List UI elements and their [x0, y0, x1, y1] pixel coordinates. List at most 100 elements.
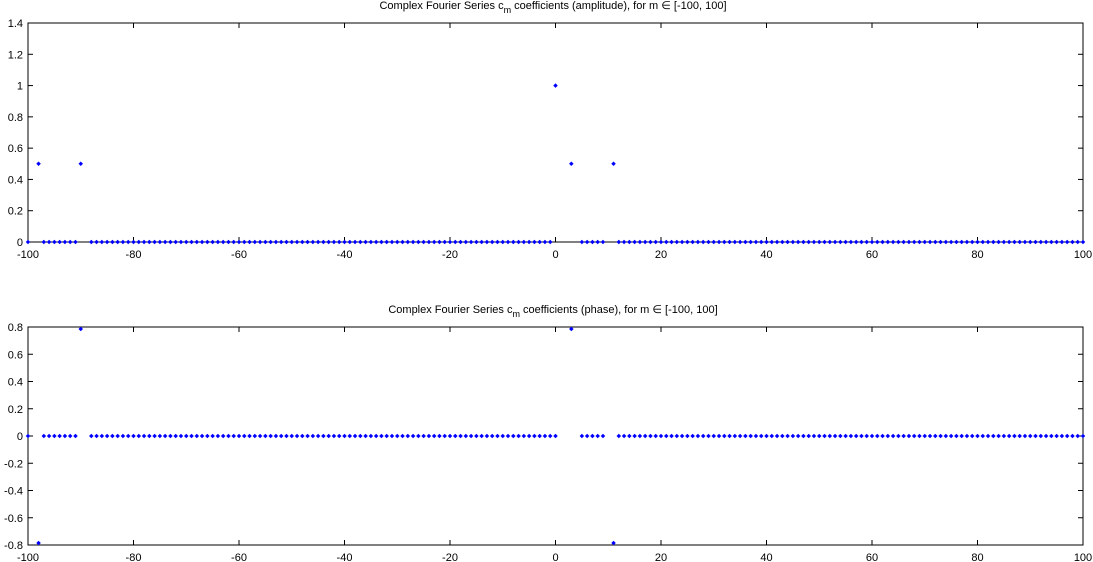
amplitude-point-zero [1070, 239, 1075, 245]
amplitude-y-tick-label: 0 [17, 237, 23, 249]
phase-point-zero [864, 433, 869, 439]
amplitude-y-tick-label: 1.2 [8, 49, 23, 61]
amplitude-point-zero [300, 239, 305, 245]
phase-point-zero [848, 433, 854, 439]
phase-point-zero [141, 433, 147, 439]
phase-point-zero [748, 433, 753, 439]
phase-point-zero [479, 433, 484, 439]
amplitude-plot-title: Complex Fourier Series cm coefficients (… [379, 0, 726, 15]
phase-point-zero [447, 433, 453, 439]
phase-point-zero [969, 433, 975, 439]
phase-point-zero [410, 433, 416, 439]
phase-point-zero [985, 433, 991, 439]
phase-point-zero [268, 433, 273, 439]
phase-point-zero [273, 433, 279, 439]
phase-point-zero [257, 433, 263, 439]
amplitude-y-tick-label: 0.4 [8, 174, 23, 186]
amplitude-x-tick-label: -40 [337, 249, 353, 261]
phase-point-zero [716, 433, 722, 439]
phase-point-zero [463, 433, 469, 439]
phase-point-zero [674, 433, 680, 439]
phase-point-zero [178, 433, 184, 439]
phase-point-zero [468, 433, 474, 439]
amplitude-point-zero [352, 239, 358, 245]
amplitude-point-zero [110, 239, 115, 245]
amplitude-x-tick-label: -20 [442, 249, 458, 261]
phase-point-zero [168, 433, 173, 439]
phase-point-zero [901, 433, 906, 439]
amplitude-point-zero [41, 239, 47, 245]
phase-point-zero [669, 433, 674, 439]
phase-point-zero [284, 433, 289, 439]
phase-point-zero [157, 433, 163, 439]
phase-point-zero [547, 433, 553, 439]
phase-x-tick-label: -100 [17, 552, 39, 562]
amplitude-x-tick-label: 20 [655, 249, 667, 261]
phase-point-zero [785, 433, 790, 439]
amplitude-point-zero [458, 239, 463, 245]
amplitude-point-zero [73, 239, 78, 245]
phase-point-zero [975, 433, 980, 439]
phase-point-zero [426, 433, 432, 439]
amplitude-point-zero [1054, 239, 1059, 245]
phase-point-zero [389, 433, 395, 439]
phase-point-zero [890, 433, 896, 439]
phase-point-zero [331, 433, 337, 439]
phase-point-zero [278, 433, 284, 439]
phase-point-zero [442, 433, 447, 439]
phase-y-tick-label: 0.4 [8, 377, 23, 389]
phase-point-zero [532, 433, 537, 439]
phase-point-zero [780, 433, 785, 439]
amplitude-y-ticks: 0 0.2 0.4 0.6 0.8 1 1.2 1.4 [8, 18, 1083, 249]
phase-plot-title: Complex Fourier Series cm coefficients (… [388, 304, 717, 319]
phase-point-zero [843, 433, 848, 439]
amplitude-point-zero [379, 239, 384, 245]
phase-x-tick-label: -40 [337, 552, 353, 562]
phase-point-zero [352, 433, 358, 439]
phase-point-zero [700, 433, 706, 439]
phase-point-zero [1017, 433, 1022, 439]
phase-point-zero [210, 433, 215, 439]
phase-point-zero [336, 433, 342, 439]
amplitude-point-zero [99, 239, 105, 245]
amplitude-x-tick-label: 100 [1074, 249, 1092, 261]
phase-point-zero [294, 433, 300, 439]
amplitude-x-tick-label: 40 [760, 249, 772, 261]
phase-point-zero [553, 433, 558, 439]
phase-point-zero [511, 433, 516, 439]
phase-point-zero [1033, 433, 1038, 439]
phase-point-zero [1043, 433, 1049, 439]
phase-point-zero [537, 433, 542, 439]
amplitude-y-tick-label: 1.4 [8, 18, 23, 30]
amplitude-point-zero [1027, 239, 1033, 245]
phase-point-zero [642, 433, 648, 439]
phase-point-zero [600, 433, 606, 439]
phase-y-tick-label: 0.2 [8, 404, 23, 416]
phase-point-zero [621, 433, 627, 439]
phase-point-zero [484, 433, 490, 439]
phase-point-zero [711, 433, 717, 439]
phase-point-zero [453, 433, 458, 439]
phase-point-zero [853, 433, 859, 439]
phase-point-zero [811, 433, 817, 439]
phase-point-zero [474, 433, 479, 439]
phase-point-zero [933, 433, 938, 439]
phase-x-tick-label: 40 [760, 552, 772, 562]
phase-point-zero [922, 433, 928, 439]
phase-x-tick-label: 100 [1074, 552, 1092, 562]
phase-point-zero [505, 433, 511, 439]
phase-point-zero [379, 433, 384, 439]
amplitude-point-zero [67, 239, 73, 245]
phase-point-zero [753, 433, 759, 439]
phase-point-zero [368, 433, 374, 439]
phase-point-zero [801, 433, 806, 439]
amplitude-point-zero [57, 239, 62, 245]
phase-point-zero [938, 433, 943, 439]
phase-point-zero [516, 433, 521, 439]
phase-y-ticks: -0.8 -0.6 -0.4 -0.2 0 0.2 0.4 0.6 0.8 [4, 322, 1083, 552]
amplitude-point-zero [431, 239, 437, 245]
phase-point-zero [827, 433, 833, 439]
phase-point-zero [347, 433, 353, 439]
phase-point-zero [590, 433, 595, 439]
phase-point-zero [363, 433, 368, 439]
